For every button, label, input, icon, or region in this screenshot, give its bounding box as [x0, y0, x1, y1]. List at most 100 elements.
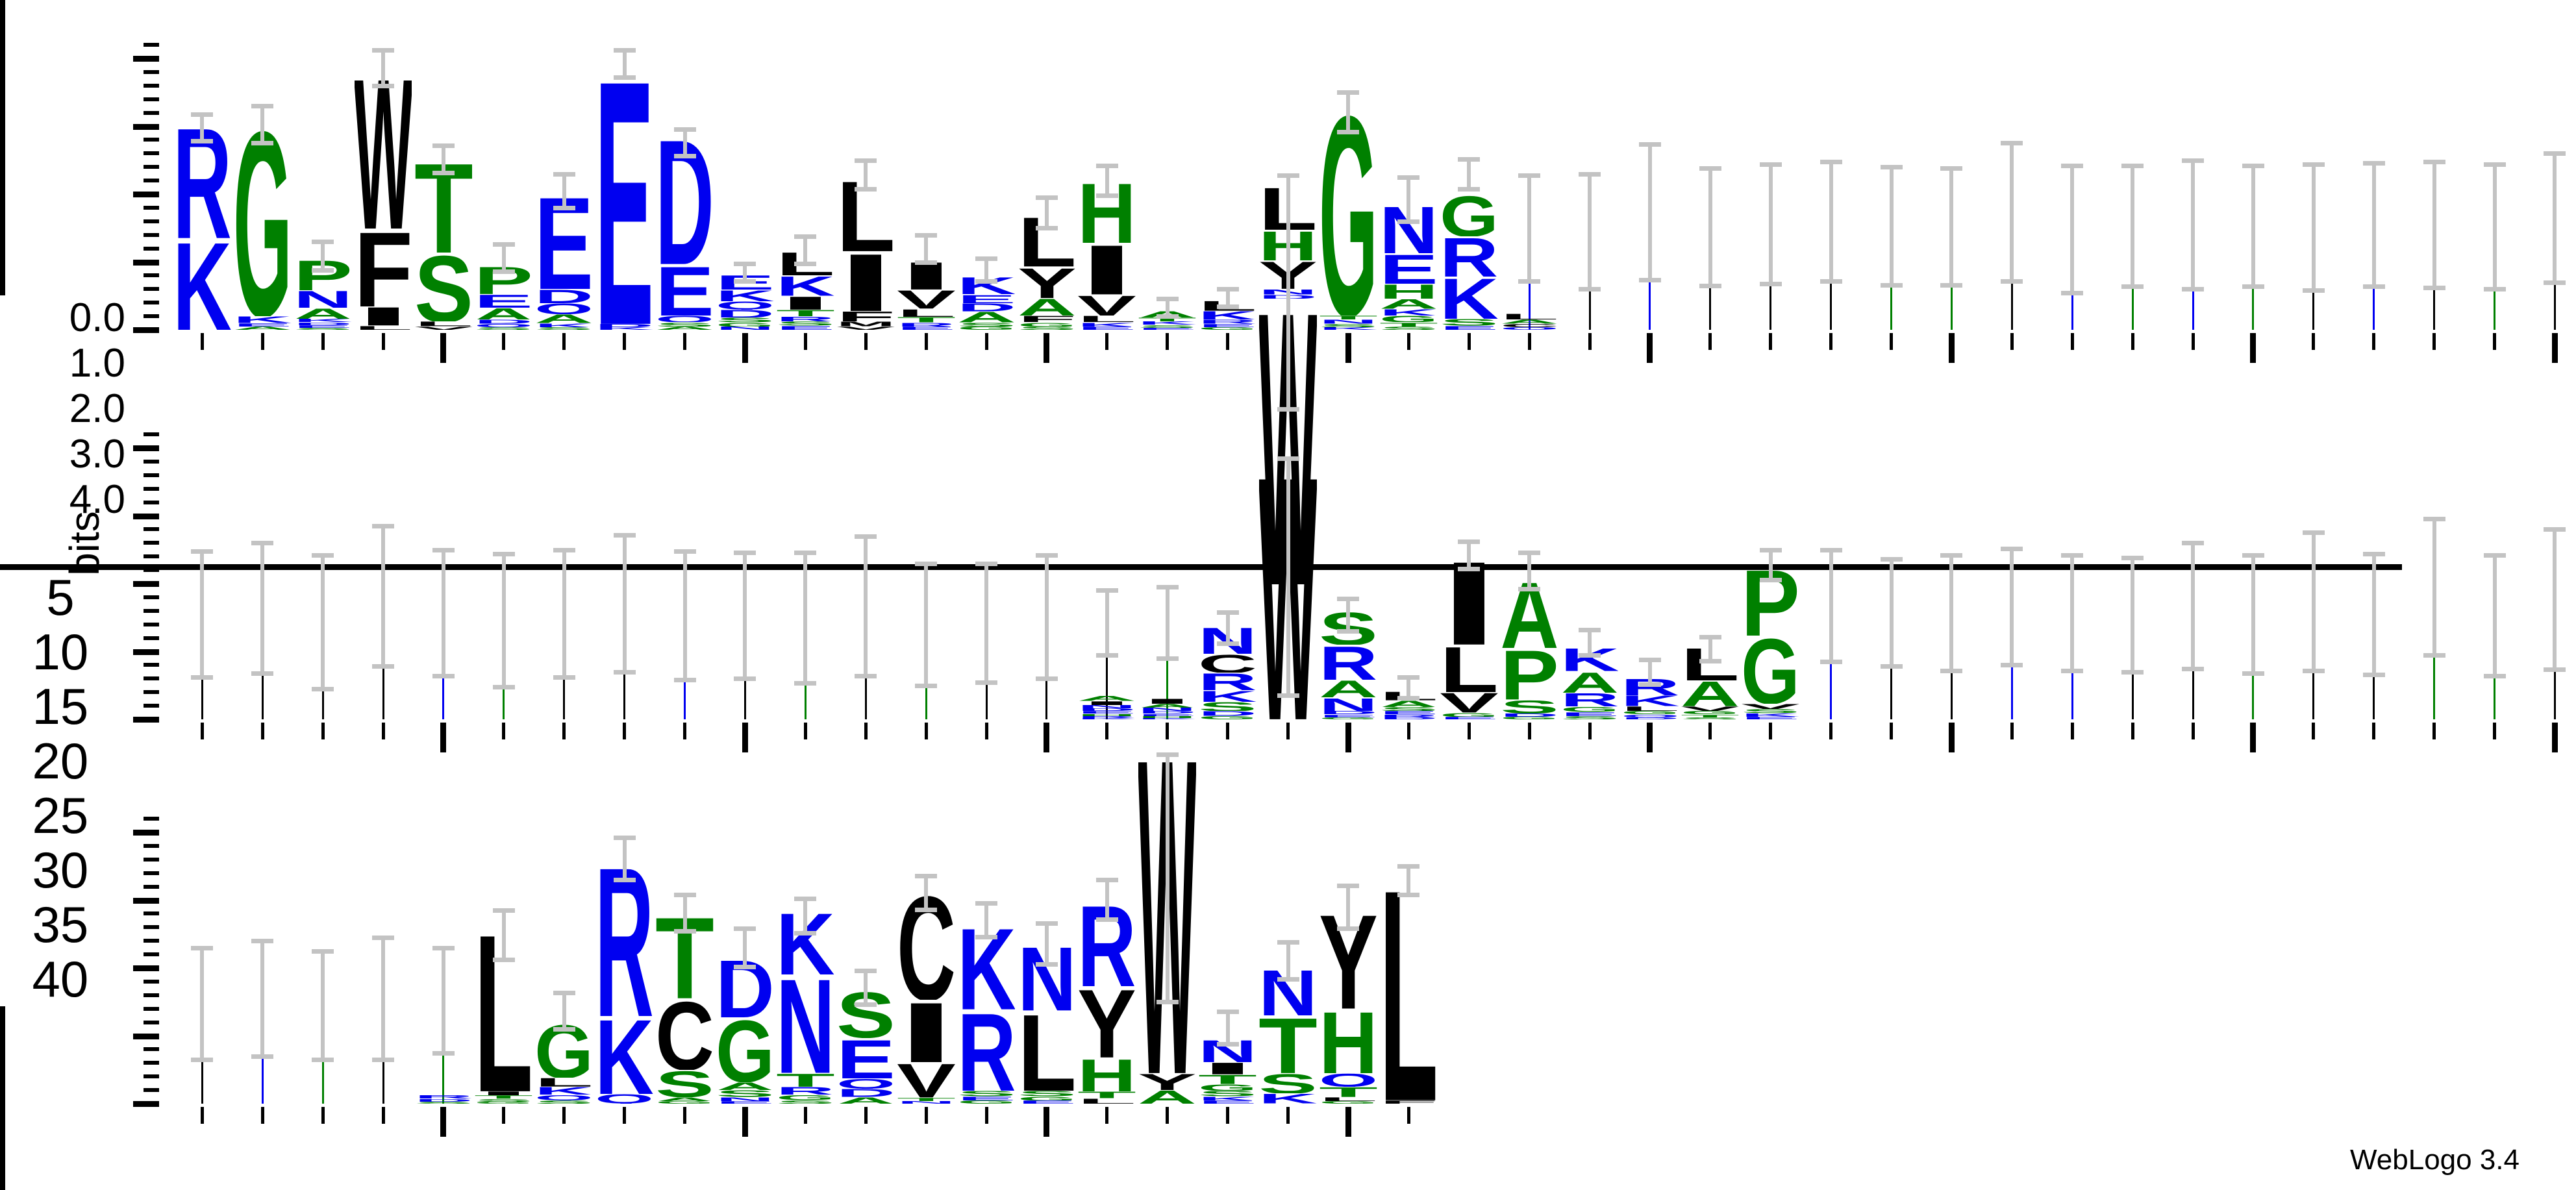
error-bar-bottom-cap: [2483, 674, 2506, 679]
logo-letter-S: S: [475, 327, 532, 330]
x-axis-minor-tick: [623, 333, 627, 350]
svg-text:G: G: [1199, 1084, 1257, 1091]
logo-letter-N: N: [294, 290, 352, 308]
error-bar-bottom-cap: [975, 279, 998, 284]
error-bar-top-cap: [855, 969, 877, 974]
error-bar-bottom-cap: [2182, 666, 2205, 671]
svg-text:E: E: [1561, 712, 1619, 716]
error-bar-top-cap: [2302, 162, 2325, 167]
logo-letter-E: E: [958, 1097, 1016, 1100]
logo-letter-N: N: [1319, 319, 1377, 323]
error-bar-line: [803, 899, 808, 933]
x-axis-minor-tick: [381, 1107, 385, 1124]
error-bar-top-cap: [2182, 158, 2205, 163]
error-bar-line: [622, 534, 627, 672]
svg-text:I: I: [777, 296, 834, 310]
y-axis-minor-tick: [144, 1088, 159, 1093]
logo-letter-N: N: [777, 974, 834, 1073]
error-bar-bottom-cap: [1095, 652, 1118, 658]
x-axis-major-tick: [2551, 333, 2558, 363]
residual-hairline: [2131, 286, 2134, 330]
error-bar-line: [1407, 866, 1411, 895]
logo-letter-A: A: [1380, 700, 1438, 707]
error-bar-bottom-cap: [312, 1058, 334, 1063]
error-bar-bottom-cap: [191, 1058, 214, 1063]
logo-letter-K: K: [595, 327, 653, 330]
y-axis-minor-tick: [144, 541, 159, 545]
y-axis-tick-label: 0.0: [69, 295, 125, 341]
logo-letter-G: G: [777, 1095, 834, 1100]
residual-hairline: [2433, 288, 2436, 330]
error-bar-line: [381, 50, 386, 86]
svg-text:G: G: [1561, 706, 1619, 712]
x-axis-minor-tick: [502, 723, 506, 739]
error-bar-bottom-cap: [1819, 279, 1842, 284]
x-axis-minor-tick: [2493, 723, 2497, 739]
svg-text:I: I: [475, 1091, 532, 1095]
logo-letter-S: S: [777, 321, 834, 325]
svg-text:V: V: [415, 327, 473, 330]
y-axis-minor-tick: [144, 179, 159, 183]
svg-text:A: A: [1078, 695, 1136, 700]
error-bar-top-cap: [191, 549, 214, 554]
error-bar-bottom-cap: [1579, 287, 1601, 292]
x-axis-minor-tick: [502, 1107, 506, 1124]
y-axis-minor-tick: [144, 1074, 159, 1079]
svg-text:K: K: [1138, 718, 1196, 719]
error-bar-top-cap: [251, 939, 274, 944]
error-bar-top-cap: [1397, 175, 1420, 180]
svg-text:I: I: [1440, 558, 1498, 645]
residual-hairline: [1528, 280, 1531, 330]
logo-letter-G: G: [1319, 717, 1377, 719]
residual-hairline: [1166, 658, 1169, 719]
svg-text:G: G: [1380, 316, 1438, 322]
logo-letter-G: G: [958, 1100, 1016, 1104]
svg-text:E: E: [1742, 717, 1799, 719]
error-bar-line: [441, 947, 445, 1053]
error-bar-top-cap: [1638, 142, 1661, 147]
error-bar-line: [1407, 177, 1411, 221]
x-axis-minor-tick: [1286, 723, 1290, 739]
svg-text:K: K: [1199, 690, 1257, 702]
logo-letter-K: K: [1199, 311, 1257, 320]
y-axis-minor-tick: [144, 911, 159, 916]
error-bar-top-cap: [191, 945, 214, 950]
logo-letter-G: G: [716, 323, 774, 327]
error-bar-top-cap: [975, 561, 998, 566]
error-bar-line: [1286, 175, 1290, 410]
error-bar-bottom-cap: [492, 269, 515, 275]
logo-letter-R: R: [958, 1010, 1016, 1091]
svg-text:A: A: [656, 1097, 714, 1101]
svg-text:Q: Q: [595, 1094, 653, 1104]
logo-letter-F: F: [1380, 1100, 1438, 1104]
svg-text:I: I: [837, 251, 895, 311]
svg-text:D: D: [294, 323, 352, 325]
x-axis-minor-tick: [1166, 1107, 1169, 1124]
error-bar-line: [1949, 555, 1954, 671]
svg-text:N: N: [897, 1101, 955, 1104]
svg-text:D: D: [1621, 717, 1679, 719]
logo-letter-V: V: [1681, 706, 1739, 711]
svg-text:R: R: [1199, 673, 1257, 690]
error-bar-line: [2191, 543, 2195, 669]
error-bar-line: [924, 875, 929, 910]
y-axis-minor-tick: [144, 83, 159, 88]
residual-hairline: [1830, 662, 1832, 719]
residual-hairline: [442, 1052, 445, 1104]
logo-letter-K: K: [1078, 323, 1136, 327]
svg-text:S: S: [716, 1090, 774, 1097]
x-axis-major-tick: [1948, 723, 1955, 752]
error-bar-line: [441, 145, 445, 173]
x-axis-minor-tick: [1286, 1107, 1290, 1124]
logo-letter-G: G: [1681, 711, 1739, 714]
logo-letter-G: G: [1018, 323, 1076, 327]
x-axis-minor-tick: [1708, 333, 1712, 350]
svg-text:Y: Y: [1078, 986, 1136, 1058]
logo-letter-T: T: [1380, 323, 1438, 327]
svg-text:R: R: [1199, 319, 1257, 323]
error-bar-line: [200, 551, 205, 678]
y-axis-major-tick: [133, 897, 159, 904]
error-bar-bottom-cap: [432, 674, 455, 679]
x-axis-minor-tick: [381, 723, 385, 739]
svg-text:S: S: [1501, 700, 1558, 713]
